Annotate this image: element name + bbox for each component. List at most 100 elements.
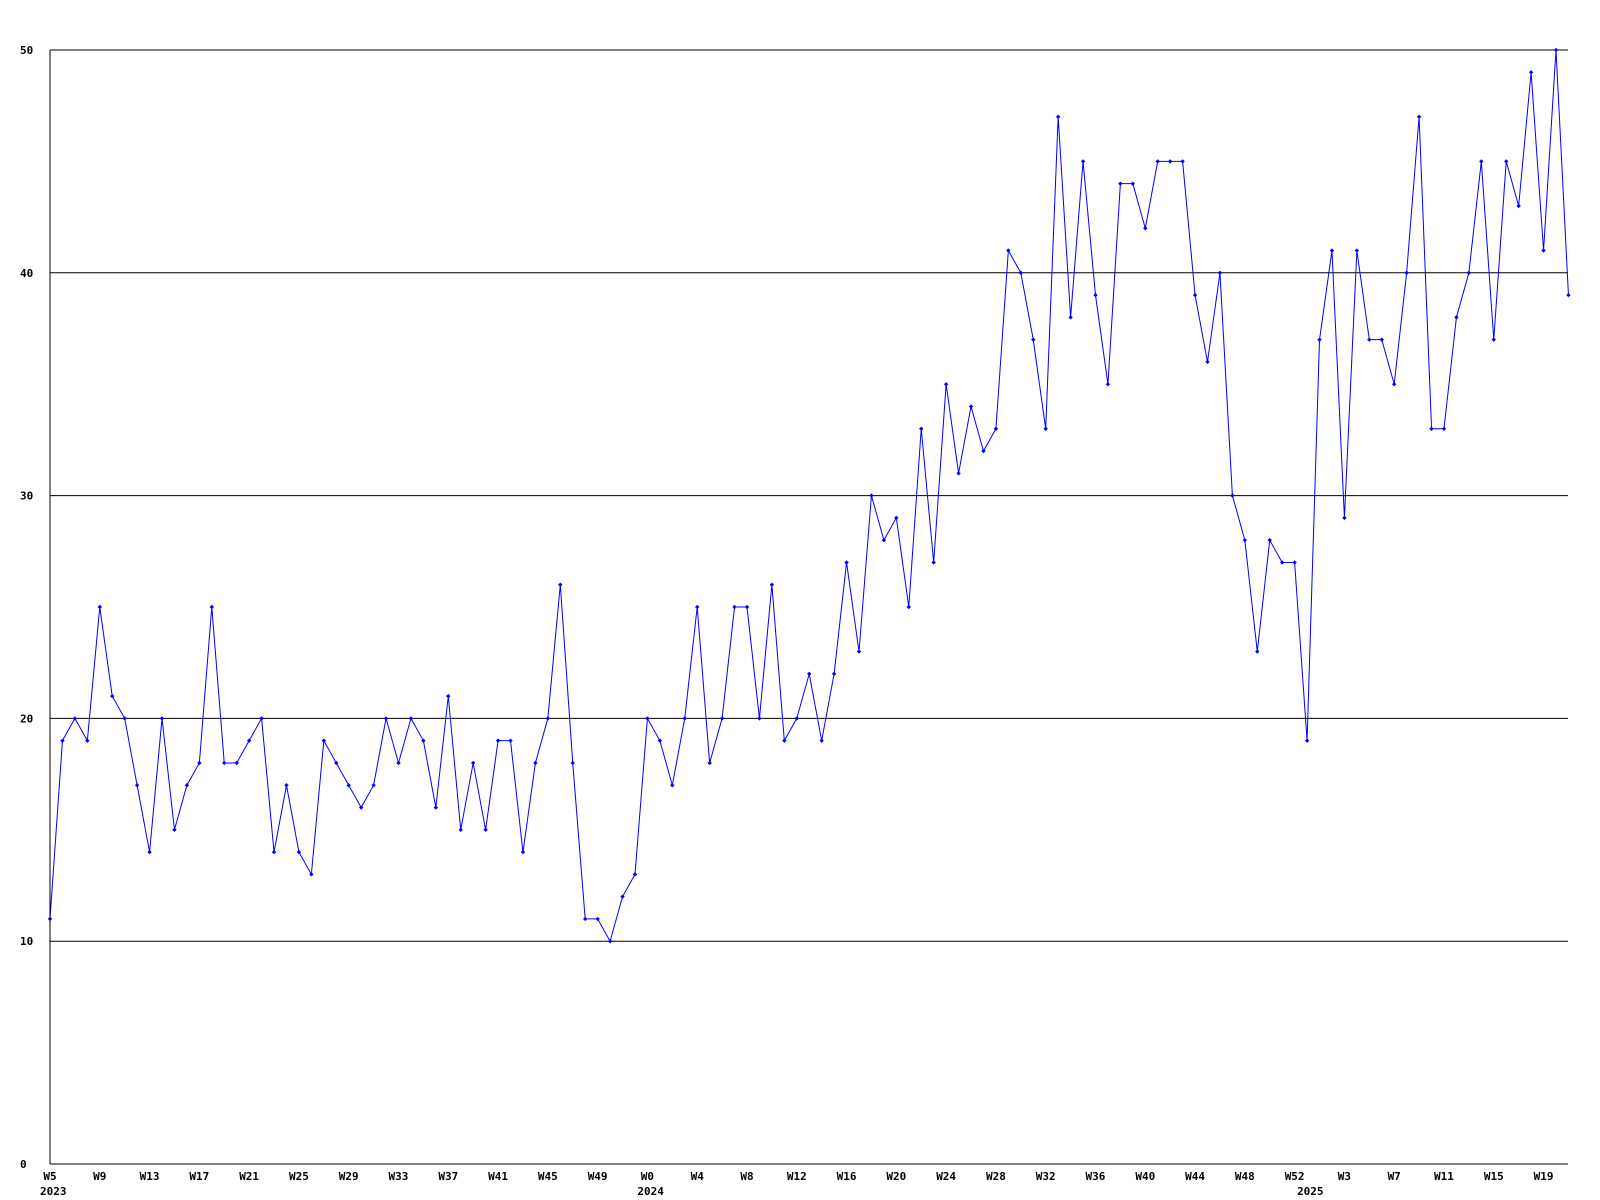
x-tick-label: W52 xyxy=(1285,1170,1305,1183)
data-point xyxy=(570,760,575,766)
data-point xyxy=(595,916,600,922)
data-point xyxy=(1379,337,1384,342)
data-point xyxy=(1043,426,1048,431)
data-point xyxy=(645,716,650,721)
x-tick-label: W36 xyxy=(1086,1170,1106,1183)
data-point xyxy=(1454,315,1459,320)
data-point xyxy=(1080,159,1086,164)
data-point xyxy=(1105,382,1111,387)
data-point xyxy=(1192,292,1198,298)
x-tick-label: W7 xyxy=(1388,1170,1401,1183)
data-point xyxy=(147,849,152,855)
x-tick-label: W19 xyxy=(1534,1170,1554,1183)
data-point xyxy=(894,515,899,521)
x-tick-label: W49 xyxy=(588,1170,608,1183)
data-point xyxy=(110,693,115,699)
data-point xyxy=(1031,337,1036,342)
data-point xyxy=(831,671,837,677)
data-point xyxy=(1491,337,1496,342)
data-point xyxy=(458,827,463,832)
data-point xyxy=(122,716,127,721)
data-point xyxy=(446,693,451,699)
x-tick-label: W25 xyxy=(289,1170,309,1183)
data-point xyxy=(1267,537,1272,543)
data-point xyxy=(1006,248,1011,253)
x-tick-label: W28 xyxy=(986,1170,1006,1183)
x-tick-label: W15 xyxy=(1484,1170,1504,1183)
x-tick-label: W17 xyxy=(189,1170,209,1183)
data-point xyxy=(85,738,90,743)
data-point xyxy=(520,849,526,855)
data-point xyxy=(508,738,513,743)
data-point xyxy=(259,716,264,721)
x-tick-label: W45 xyxy=(538,1170,558,1183)
data-point xyxy=(707,760,712,766)
data-point xyxy=(794,716,799,721)
data-point xyxy=(1118,181,1123,186)
x-tick-label: W24 xyxy=(936,1170,956,1183)
data-point xyxy=(695,604,700,610)
data-point xyxy=(869,493,874,498)
data-point xyxy=(1143,226,1148,231)
x-tick-label: W32 xyxy=(1036,1170,1056,1183)
data-point xyxy=(919,426,924,431)
data-point xyxy=(819,738,824,743)
x-axis-ticks: W5 W9 W13 W17 W21 W25 W29 W33 W37 W41 W45 W49 W0 W4 W8… xyxy=(40,1170,1553,1198)
data-point xyxy=(396,760,401,766)
data-point xyxy=(682,716,687,721)
y-tick-label: 0 xyxy=(20,1158,27,1171)
data-point xyxy=(1217,270,1223,275)
data-point xyxy=(1304,738,1310,743)
x-tick-label: W21 xyxy=(239,1170,259,1183)
data-point xyxy=(1541,248,1546,253)
data-point xyxy=(1479,159,1484,164)
data-point xyxy=(931,560,936,565)
data-point xyxy=(1466,270,1472,275)
y-tick-label: 10 xyxy=(20,935,33,948)
x-tick-label: W4 xyxy=(691,1170,705,1183)
data-point xyxy=(296,849,302,855)
y-axis-ticks: 0 10 20 30 40 50 xyxy=(20,44,33,1171)
x-tick-label: W5 xyxy=(43,1170,56,1183)
data-point xyxy=(968,404,974,409)
data-point xyxy=(271,849,277,855)
data-point xyxy=(881,537,887,543)
y-tick-label: 50 xyxy=(20,44,33,57)
data-point xyxy=(321,738,327,743)
data-point xyxy=(309,872,314,877)
data-point xyxy=(358,805,364,810)
data-point xyxy=(1130,181,1136,186)
data-point xyxy=(582,916,588,922)
data-point xyxy=(744,604,750,610)
data-point xyxy=(60,738,65,743)
data-point xyxy=(956,471,961,476)
data-point xyxy=(1279,560,1285,565)
data-point xyxy=(719,716,725,721)
data-point xyxy=(807,671,812,677)
x-tick-label: W12 xyxy=(787,1170,807,1183)
x-tick-label: W40 xyxy=(1135,1170,1155,1183)
data-point xyxy=(246,738,252,743)
data-point xyxy=(981,448,986,454)
x-tick-label: W48 xyxy=(1235,1170,1255,1183)
data-point xyxy=(1055,114,1061,120)
axes xyxy=(49,50,1568,1165)
x-tick-label: W3 xyxy=(1338,1170,1351,1183)
x-tick-label: W20 xyxy=(886,1170,906,1183)
data-point xyxy=(470,760,476,766)
y-tick-label: 40 xyxy=(20,267,33,280)
data-point xyxy=(1391,382,1397,387)
data-point xyxy=(732,604,737,610)
data-point xyxy=(1205,359,1210,365)
y-tick-label: 30 xyxy=(20,490,33,503)
data-point xyxy=(844,560,849,565)
data-point xyxy=(657,738,663,743)
data-point xyxy=(383,716,389,721)
data-point xyxy=(1317,337,1322,342)
grid-lines xyxy=(50,49,1568,942)
data-point xyxy=(558,582,563,587)
data-point xyxy=(670,783,675,788)
series-layer xyxy=(47,47,1571,944)
data-point xyxy=(495,738,501,743)
